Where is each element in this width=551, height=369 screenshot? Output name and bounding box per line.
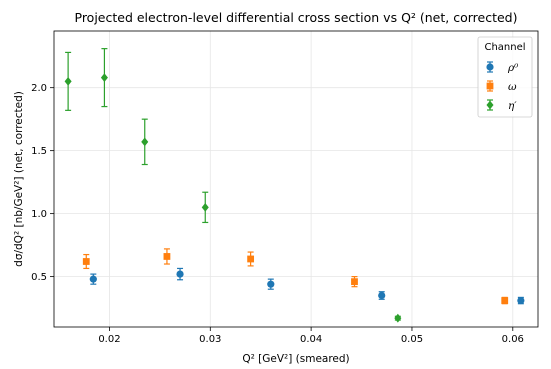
data-point bbox=[501, 297, 509, 304]
legend-box bbox=[477, 36, 533, 118]
series-1 bbox=[82, 248, 509, 305]
y-tick-label: 0.5 bbox=[31, 272, 47, 283]
data-point bbox=[394, 313, 402, 323]
y-tick-label: 1.5 bbox=[31, 146, 47, 157]
y-tick-label: 1.0 bbox=[31, 209, 47, 220]
legend-marker bbox=[486, 100, 494, 110]
legend-marker bbox=[486, 63, 494, 71]
data-point bbox=[201, 202, 209, 212]
data-point bbox=[517, 296, 525, 305]
series-2 bbox=[64, 48, 402, 323]
x-tick-label: 0.06 bbox=[502, 334, 524, 345]
data-point bbox=[64, 76, 72, 86]
legend-item-1: ω bbox=[486, 80, 517, 93]
x-tick-label: 0.05 bbox=[401, 334, 423, 345]
legend-item-0: ρ⁰ bbox=[486, 61, 519, 74]
x-tick-label: 0.03 bbox=[199, 334, 221, 345]
legend-label: ρ⁰ bbox=[507, 62, 519, 74]
data-point bbox=[176, 270, 184, 278]
x-tick-label: 0.02 bbox=[98, 334, 120, 345]
x-axis: 0.02 0.03 0.04 0.05 0.06 bbox=[98, 327, 524, 345]
legend: Channel ρ⁰ ω η′ bbox=[477, 36, 533, 118]
data-point bbox=[163, 253, 171, 260]
grid bbox=[54, 31, 538, 327]
data-point bbox=[89, 275, 97, 283]
data-point bbox=[82, 258, 90, 265]
legend-label: η′ bbox=[508, 100, 517, 112]
x-axis-label: Q² [GeV²] (smeared) bbox=[242, 353, 349, 365]
legend-label: ω bbox=[508, 81, 517, 93]
chart-title: Projected electron-level differential cr… bbox=[75, 10, 518, 25]
plot-frame bbox=[53, 30, 539, 328]
data-point bbox=[247, 255, 255, 263]
data-point bbox=[378, 291, 386, 300]
y-axis: 0.5 1.0 1.5 2.0 bbox=[31, 83, 54, 283]
series-0 bbox=[89, 267, 525, 305]
data-point bbox=[351, 278, 358, 286]
legend-item-2: η′ bbox=[486, 99, 517, 112]
legend-marker bbox=[486, 82, 494, 90]
legend-title: Channel bbox=[484, 42, 525, 53]
data-point bbox=[267, 280, 275, 288]
data-point bbox=[141, 137, 149, 147]
y-tick-label: 2.0 bbox=[31, 83, 47, 94]
y-axis-label: dσ/dQ² [nb/GeV²] (net, corrected) bbox=[13, 91, 25, 267]
x-tick-label: 0.04 bbox=[300, 334, 322, 345]
data-marks bbox=[64, 48, 525, 323]
data-point bbox=[100, 73, 108, 83]
